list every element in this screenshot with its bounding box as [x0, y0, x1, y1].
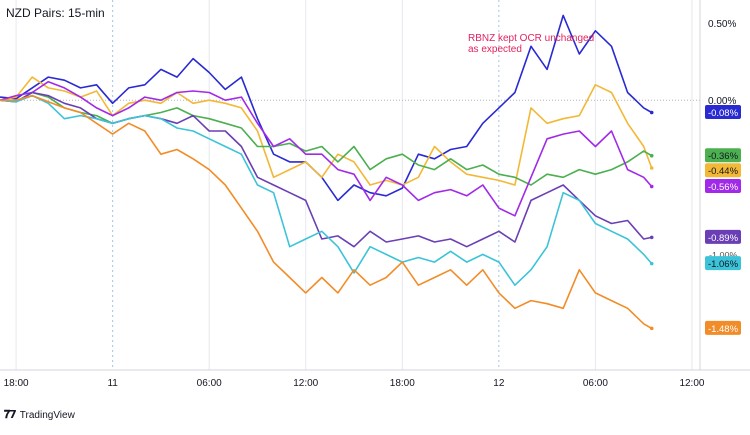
series-line: [0, 94, 653, 286]
last-value-text: -0.89%: [708, 233, 739, 244]
last-value-badge: [705, 148, 741, 163]
price-labels: -0.08% -0.36% -0.44% -0.56% -0.89% -1.06% -1.4…: [705, 105, 741, 335]
y-tick-label: 0.50%: [708, 19, 736, 30]
last-value-label: -0.56%: [705, 179, 741, 194]
last-value-badge: [705, 179, 741, 194]
last-value-text: -0.36%: [708, 151, 739, 162]
last-value-text: -1.48%: [708, 324, 739, 335]
x-tick-label: 12:00: [679, 378, 704, 389]
x-tick-label: 12: [493, 378, 505, 389]
last-value-badge: [705, 256, 741, 271]
annotation-line-1: RBNZ kept OCR unchanged: [468, 33, 595, 44]
series-line: [0, 14, 653, 202]
last-value-badge: [705, 229, 741, 244]
last-value-text: -0.56%: [708, 182, 739, 193]
last-value-badge: [705, 105, 741, 120]
session-dividers: [112, 0, 500, 370]
last-value-badge: [705, 320, 741, 335]
x-tick-label: 06:00: [197, 378, 222, 389]
series-end-point: [649, 261, 654, 266]
last-value-text: -0.44%: [708, 166, 739, 177]
axes: 18:00 11 06:00 12:00 18:00 12 06:00 12:00 0.50% 0…: [0, 0, 750, 389]
brand[interactable]: 𝟕𝟳 TradingView: [4, 408, 75, 422]
chart-annotation: RBNZ kept OCR unchanged as expected: [468, 33, 594, 55]
x-tick-label: 18:00: [390, 378, 415, 389]
last-value-label: -1.06%: [705, 256, 741, 271]
last-value-label: -1.48%: [705, 320, 741, 335]
last-value-label: -0.89%: [705, 229, 741, 244]
y-tick-label: 0.00%: [708, 96, 736, 107]
last-value-text: -1.06%: [708, 259, 739, 270]
series-end-point: [649, 110, 654, 115]
series-lines: [0, 14, 654, 331]
tradingview-logo-icon: 𝟕𝟳: [4, 409, 17, 421]
series-line: [0, 76, 653, 186]
last-value-label: -0.36%: [705, 148, 741, 163]
last-value-label: -0.08%: [705, 105, 741, 120]
y-tick-label: -1.00%: [709, 250, 738, 260]
grid: [0, 0, 700, 370]
series-end-point: [649, 166, 654, 170]
series-end-point: [649, 235, 654, 240]
x-tick-label: 18:00: [4, 378, 29, 389]
series-line: [0, 80, 653, 217]
brand-label: TradingView: [19, 409, 75, 421]
annotation-line-2: as expected: [468, 44, 522, 55]
series-line: [0, 94, 653, 330]
last-value-text: -0.08%: [708, 108, 739, 119]
last-value-badge: [705, 163, 741, 178]
x-tick-label: 06:00: [583, 378, 608, 389]
series-end-point: [649, 153, 654, 158]
x-tick-label: 11: [107, 378, 118, 389]
last-value-label: -0.44%: [705, 163, 741, 178]
chart-title: NZD Pairs: 15-min: [6, 6, 105, 20]
series-end-point: [649, 326, 654, 331]
x-tick-label: 12:00: [293, 378, 318, 389]
series-end-point: [649, 184, 654, 189]
